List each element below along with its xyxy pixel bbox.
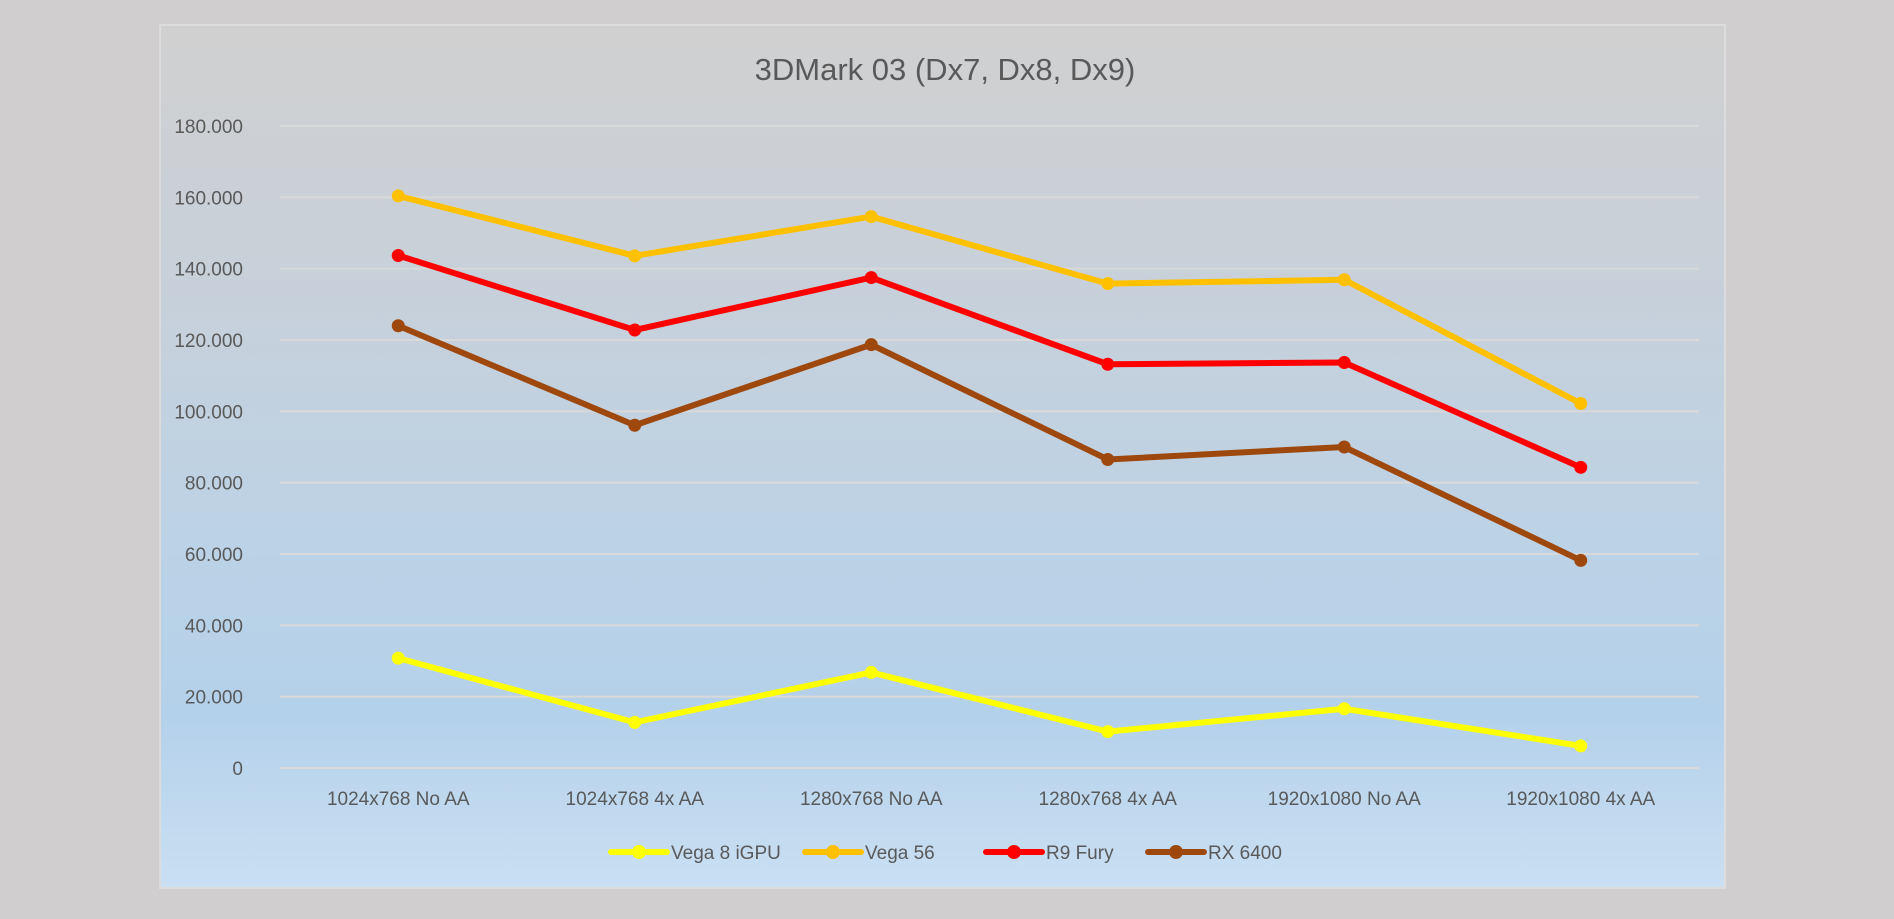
series-line [395, 192, 1584, 407]
legend-marker [632, 845, 646, 859]
x-tick-label: 1920x1080 No AA [1268, 789, 1422, 810]
legend-item: Vega 56 [802, 843, 935, 864]
series-line [395, 322, 1584, 564]
data-point [1574, 460, 1588, 474]
x-tick-label: 1920x1080 4x AA [1506, 789, 1655, 810]
data-point [1337, 355, 1351, 369]
data-point [628, 418, 642, 432]
x-tick-label: 1280x768 No AA [800, 789, 943, 810]
legend-label: Vega 56 [865, 843, 935, 864]
chart-area: 3DMark 03 (Dx7, Dx8, Dx9) 0 20.000 40.000 6… [159, 24, 1726, 889]
data-point [628, 323, 642, 337]
series-lines [391, 189, 1588, 753]
legend-marker [826, 845, 840, 859]
series-vega-56 [391, 189, 1588, 410]
series-vega-8-igpu [391, 651, 1588, 753]
data-point [391, 651, 405, 665]
x-tick-label: 1280x768 4x AA [1039, 789, 1178, 810]
x-axis-ticks: 1024x768 No AA 1024x768 4x AA 1280x768 No … [327, 789, 1656, 810]
legend-item: RX 6400 [1145, 843, 1282, 864]
y-tick-label: 20.000 [185, 688, 243, 709]
data-point [1101, 277, 1115, 291]
data-point [391, 319, 405, 333]
legend-label: RX 6400 [1208, 843, 1282, 864]
data-point [1101, 452, 1115, 466]
x-tick-label: 1024x768 4x AA [566, 789, 705, 810]
data-point [864, 665, 878, 679]
y-tick-label: 160.000 [174, 188, 243, 209]
y-tick-label: 0 [232, 759, 243, 780]
legend-label: R9 Fury [1046, 843, 1114, 864]
legend-label: Vega 8 iGPU [671, 843, 781, 864]
series-line [395, 655, 1584, 749]
data-point [1337, 702, 1351, 716]
data-point [864, 271, 878, 285]
series-line [395, 252, 1584, 471]
data-point [1574, 739, 1588, 753]
y-tick-label: 140.000 [174, 260, 243, 281]
series-r9-fury [391, 248, 1588, 474]
data-point [1337, 273, 1351, 287]
chart-title: 3DMark 03 (Dx7, Dx8, Dx9) [755, 52, 1136, 87]
series-rx-6400 [391, 319, 1588, 567]
y-tick-label: 120.000 [174, 331, 243, 352]
y-tick-label: 60.000 [185, 545, 243, 566]
data-point [391, 189, 405, 203]
data-point [628, 715, 642, 729]
data-point [1574, 396, 1588, 410]
data-point [391, 248, 405, 262]
data-point [864, 338, 878, 352]
legend-marker [1169, 845, 1183, 859]
legend: Vega 8 iGPU Vega 56 R9 Fury RX 6400 [608, 843, 1282, 864]
y-tick-label: 180.000 [174, 117, 243, 138]
x-tick-label: 1024x768 No AA [327, 789, 470, 810]
legend-item: R9 Fury [983, 843, 1114, 864]
data-point [1337, 440, 1351, 454]
y-tick-label: 100.000 [174, 402, 243, 423]
y-axis-ticks: 0 20.000 40.000 60.000 80.000 100.000 120.000 1… [174, 117, 243, 780]
line-chart: 3DMark 03 (Dx7, Dx8, Dx9) 0 20.000 40.000 6… [174, 52, 1699, 864]
y-tick-label: 80.000 [185, 474, 243, 495]
data-point [1574, 553, 1588, 567]
data-point [628, 249, 642, 263]
y-tick-label: 40.000 [185, 616, 243, 637]
data-point [1101, 357, 1115, 371]
legend-marker [1007, 845, 1021, 859]
gridlines [280, 125, 1699, 769]
data-point [1101, 725, 1115, 739]
data-point [864, 210, 878, 224]
legend-item: Vega 8 iGPU [608, 843, 781, 864]
